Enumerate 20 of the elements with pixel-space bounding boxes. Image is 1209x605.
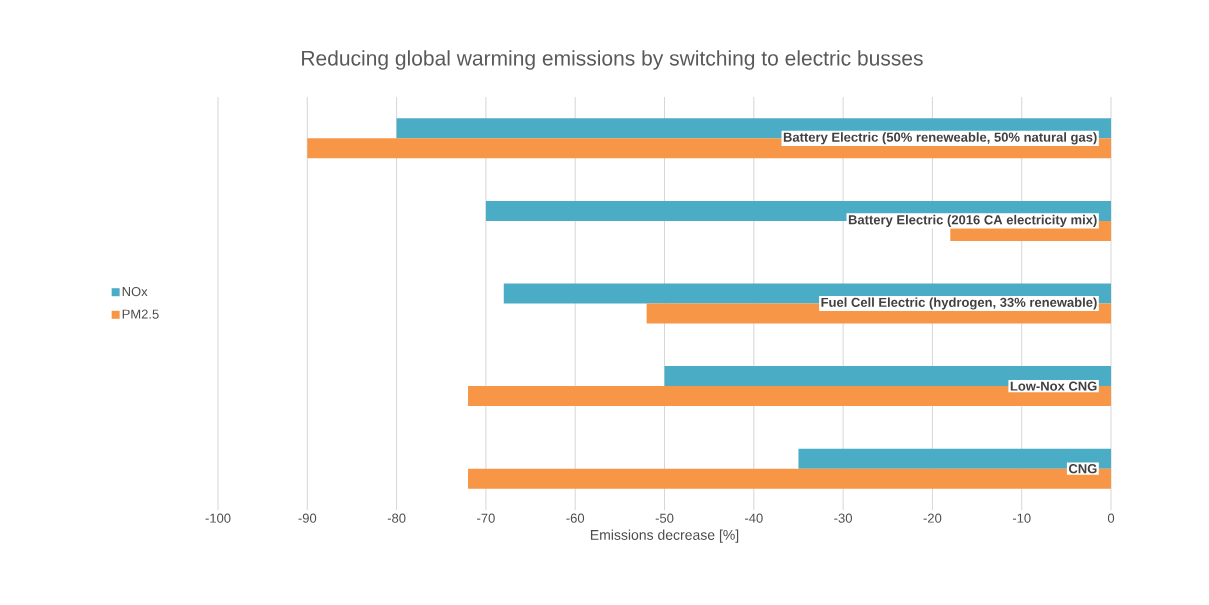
- y-tick-label: CNG: [1068, 464, 1097, 474]
- x-tick-label: -60: [566, 513, 585, 523]
- x-tick-label: -70: [477, 513, 495, 523]
- x-tick-label: -80: [387, 513, 406, 523]
- x-tick-label: -50: [655, 513, 674, 523]
- legend-label: NOx: [122, 286, 148, 297]
- y-tick-label: Battery Electric (2016 CA electricity mix): [848, 214, 1097, 227]
- chart-title: Reducing global warming emissions by switching to electric busses: [302, 50, 923, 70]
- x-tick-label: -40: [744, 513, 763, 523]
- x-tick-label: 0: [1107, 513, 1115, 523]
- y-tick-label: Low-Nox CNG: [1010, 381, 1097, 391]
- x-tick-label: -20: [923, 513, 942, 523]
- x-tick-label: -10: [1012, 513, 1031, 523]
- x-tick-label: -30: [834, 513, 852, 523]
- x-axis-title: Emissions decrease [%]: [590, 529, 739, 543]
- x-tick-label: -100: [205, 513, 231, 523]
- legend-label: PM2.5: [122, 309, 159, 319]
- x-tick-label: -90: [298, 513, 317, 523]
- y-tick-label: Battery Electric (50% reneweable, 50% natural gas): [783, 132, 1097, 145]
- y-tick-label: Fuel Cell Electric (hydrogen, 33% renewable): [821, 297, 1097, 310]
